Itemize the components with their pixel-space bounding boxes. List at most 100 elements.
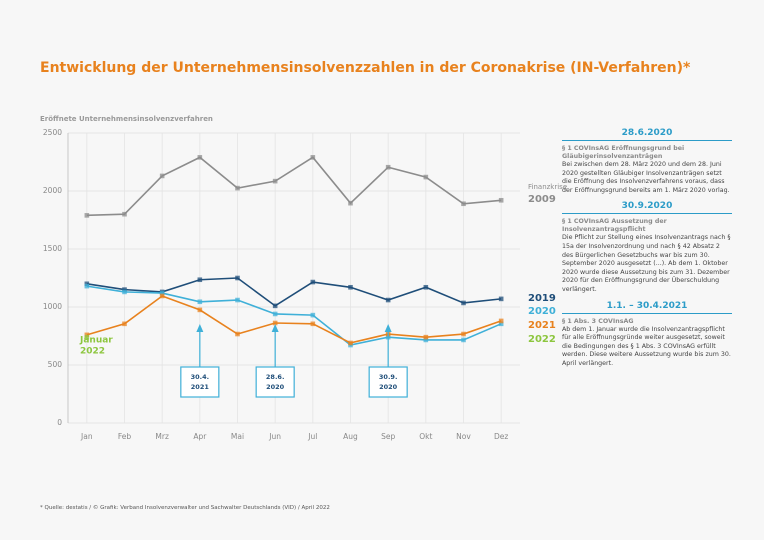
x-tick-label: Feb [118,432,132,441]
point [235,331,240,337]
point [498,296,504,302]
point [310,279,316,285]
point [423,174,429,180]
panels: 28.6.2020 § 1 COVInsAG Eröffnungsgrund be… [562,128,732,375]
callout-text: 2020 [379,383,398,391]
x-tick-label: Sep [381,432,395,441]
point [461,300,466,306]
point [385,164,391,170]
point [159,293,165,299]
point [310,155,316,160]
point [197,307,203,313]
point [498,197,504,203]
point [122,211,127,217]
annotation: 2022 [80,347,105,357]
panel-heading: 1.1. – 30.4.2021 [562,301,732,314]
callout-arrowhead [384,324,392,332]
panel: 1.1. – 30.4.2021 § 1 Abs. 3 COVInsAG Ab de… [562,301,732,369]
callout-box [255,366,295,398]
panel: 30.9.2020 § 1 COVInsAG Aussetzung der Ins… [562,201,732,294]
x-tick-label: Mrz [155,432,169,441]
chart-title: Entwicklung der Unternehmensinsolvenzzah… [40,60,691,76]
point [197,155,203,160]
panel-body: Die Pflicht zur Stellung eines Insolvenz… [562,234,731,293]
point [272,178,278,184]
x-tick-label: Okt [419,432,432,441]
y-tick-label: 2000 [43,186,62,195]
point [197,277,203,283]
point [84,213,90,218]
point [159,290,165,296]
point [385,297,391,303]
x-tick-label: Dez [494,432,508,441]
point [423,334,429,340]
point [272,320,278,326]
y-tick-label: 1000 [43,302,62,311]
point [235,275,240,281]
series-line [86,285,502,346]
legend-label: 2019 [528,293,556,304]
panel-body: Bei zwischen dem 28. März 2020 und dem 2… [562,161,730,194]
point [84,281,90,287]
callout-arrowhead [196,324,204,332]
point [235,297,240,303]
panel-subheading: § 1 COVInsAG Aussetzung der Insolvenzant… [562,218,667,234]
panel: 28.6.2020 § 1 COVInsAG Eröffnungsgrund be… [562,128,732,195]
point [272,303,278,309]
point [461,331,466,337]
x-tick-label: Nov [456,432,471,441]
callout-text: 2020 [266,383,285,391]
point [461,201,466,207]
series-line [86,295,502,344]
footnote: * Quelle: destatis / © Grafik: Verband I… [40,505,330,511]
panel-body: Ab dem 1. Januar wurde die Insolvenzantr… [562,325,731,367]
point [122,321,127,327]
x-tick-label: Aug [343,432,358,441]
point [498,321,504,327]
point [310,312,316,318]
point [197,299,203,305]
callout-text: 30.9. [379,373,398,381]
legend-prefix: Finanzkrise [528,183,567,191]
point [84,334,90,340]
point [310,321,316,327]
panel-heading: 28.6.2020 [562,128,732,141]
annotation: Januar [79,336,113,346]
point [461,337,466,343]
point [348,200,353,206]
point [84,332,90,338]
panel-subheading: § 1 Abs. 3 COVInsAG [562,317,634,325]
x-tick-label: Apr [193,432,207,441]
point [122,287,127,292]
callout-text: 2021 [191,383,210,391]
callout-arrowhead [271,324,279,332]
point [348,340,353,346]
series-line [86,156,502,217]
point [272,311,278,317]
callout-box [368,366,408,398]
point [348,284,353,290]
point [423,284,429,290]
x-tick-label: Jun [268,432,281,441]
legend-label: 2009 [528,194,556,205]
point [498,318,504,324]
point [423,337,429,343]
series-line [86,277,502,307]
x-tick-label: Mai [231,432,244,441]
panel-subheading: § 1 COVInsAG Eröffnungsgrund bei Gläubig… [562,145,685,160]
point [84,283,90,289]
callout-text: 30.4. [191,373,210,381]
legend-label: 2020 [528,306,556,317]
y-tick-label: 2500 [43,128,62,137]
legend-label: 2021 [528,320,556,331]
x-tick-label: Jan [80,432,93,441]
legend-label: 2022 [528,334,556,345]
point [235,185,240,191]
y-tick-label: 1500 [43,244,62,253]
point [159,173,165,179]
y-axis-label: Eröffnete Unternehmensinsolvenzverfahren [40,115,213,123]
point [122,289,127,295]
x-tick-label: Jul [307,432,317,441]
